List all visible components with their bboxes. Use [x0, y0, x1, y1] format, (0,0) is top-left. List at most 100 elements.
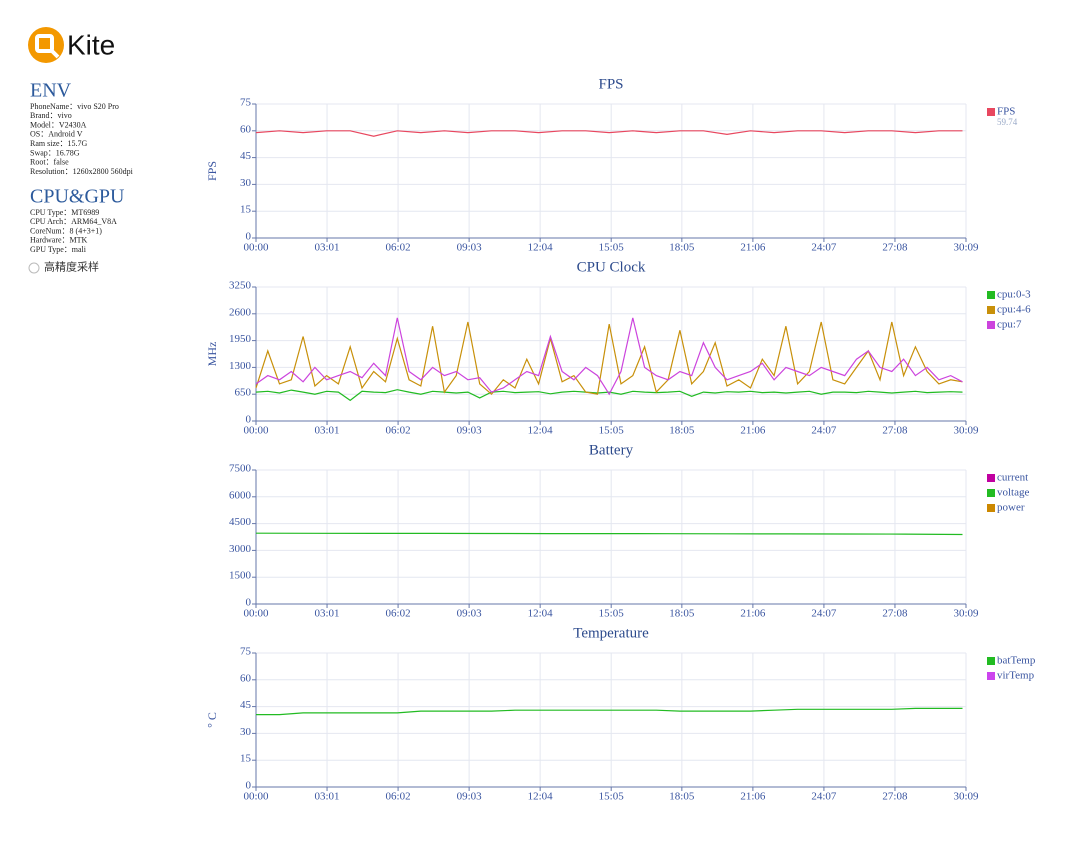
logo-icon — [28, 27, 64, 63]
legend-label: current — [997, 472, 1028, 484]
env-line: PhoneName：vivo S20 Pro — [30, 102, 119, 111]
x-tick-label: 00:00 — [243, 242, 269, 254]
y-tick-label: 7500 — [229, 463, 252, 475]
env-line: Model：V2430A — [30, 120, 87, 129]
series-line — [255, 130, 963, 137]
x-tick-label: 30:09 — [953, 425, 979, 437]
y-tick-label: 0 — [246, 597, 252, 609]
env-line: OS：Android V — [30, 130, 83, 139]
cpu-gpu-heading: CPU&GPU — [30, 186, 125, 208]
x-tick-label: 15:05 — [599, 791, 625, 803]
env-line: Ram size：15.7G — [30, 139, 88, 148]
y-axis-label: ° C — [205, 712, 219, 728]
x-tick-label: 18:05 — [669, 608, 695, 620]
y-tick-label: 30 — [240, 177, 252, 189]
x-tick-label: 12:04 — [528, 242, 554, 254]
y-tick-label: 6000 — [229, 489, 252, 501]
x-tick-label: 15:05 — [599, 242, 625, 254]
y-axis-label: MHz — [205, 342, 219, 367]
y-tick-label: 15 — [240, 204, 252, 216]
x-tick-label: 03:01 — [315, 425, 340, 437]
x-tick-label: 30:09 — [953, 608, 979, 620]
legend-swatch — [987, 489, 995, 497]
x-tick-label: 30:09 — [953, 791, 979, 803]
x-tick-label: 00:00 — [243, 608, 269, 620]
y-tick-label: 2600 — [229, 306, 252, 318]
chart-title: CPU Clock — [577, 259, 646, 275]
x-tick-label: 21:06 — [740, 425, 766, 437]
x-tick-label: 03:01 — [315, 791, 340, 803]
legend-label: cpu:7 — [997, 319, 1022, 331]
x-tick-label: 24:07 — [811, 242, 837, 254]
y-tick-label: 45 — [240, 150, 252, 162]
series-line — [255, 321, 963, 396]
env-line: Brand：vivo — [30, 111, 72, 120]
x-tick-label: 09:03 — [457, 791, 483, 803]
y-tick-label: 3250 — [229, 280, 252, 292]
x-tick-label: 06:02 — [386, 608, 411, 620]
cpu-gpu-line: CoreNum：8 (4+3+1) — [30, 226, 102, 235]
y-tick-label: 60 — [240, 123, 252, 135]
y-tick-label: 0 — [246, 231, 252, 243]
x-tick-label: 12:04 — [528, 608, 554, 620]
checkbox[interactable] — [28, 262, 40, 274]
x-tick-label: 27:08 — [882, 791, 908, 803]
y-tick-label: 0 — [246, 414, 252, 426]
x-tick-label: 00:00 — [243, 791, 269, 803]
x-tick-label: 18:05 — [669, 425, 695, 437]
legend-swatch — [987, 306, 995, 314]
x-tick-label: 18:05 — [669, 791, 695, 803]
x-tick-label: 21:06 — [740, 608, 766, 620]
checkbox-label[interactable]: 高精度采样 — [44, 260, 99, 274]
x-tick-label: 12:04 — [528, 425, 554, 437]
env-line: Resolution：1260x2800 560dpi — [30, 167, 134, 176]
x-tick-label: 09:03 — [457, 608, 483, 620]
legend-swatch — [987, 108, 995, 116]
x-tick-label: 24:07 — [811, 791, 837, 803]
x-tick-label: 09:03 — [457, 425, 483, 437]
x-tick-label: 06:02 — [386, 425, 411, 437]
cpu-gpu-line: Hardware：MTK — [30, 236, 88, 245]
legend-label: batTemp — [997, 655, 1036, 667]
x-tick-label: 24:07 — [811, 425, 837, 437]
x-tick-label: 27:08 — [882, 425, 908, 437]
y-tick-label: 650 — [235, 387, 252, 399]
cpu-gpu-line: CPU Arch：ARM64_V8A — [30, 217, 117, 226]
x-tick-label: 06:02 — [386, 242, 411, 254]
y-axis-label: FPS — [205, 161, 219, 181]
legend-swatch — [987, 657, 995, 665]
series-line — [255, 317, 963, 396]
y-tick-label: 60 — [240, 672, 252, 684]
legend-average: 59.74 — [997, 117, 1018, 127]
cpu-gpu-line: GPU Type：mali — [30, 245, 87, 254]
logo-glyph — [48, 47, 60, 59]
x-tick-label: 24:07 — [811, 608, 837, 620]
env-heading: ENV — [30, 80, 72, 102]
x-tick-label: 21:06 — [740, 791, 766, 803]
x-tick-label: 18:05 — [669, 242, 695, 254]
cpu-gpu-line: CPU Type：MT6989 — [30, 208, 99, 217]
x-tick-label: 27:08 — [882, 608, 908, 620]
x-tick-label: 09:03 — [457, 242, 483, 254]
legend-label: cpu:0-3 — [997, 289, 1031, 301]
legend-label: cpu:4-6 — [997, 304, 1031, 316]
logo: Kite — [28, 27, 115, 63]
y-tick-label: 75 — [240, 646, 252, 658]
x-tick-label: 12:04 — [528, 791, 554, 803]
x-tick-label: 27:08 — [882, 242, 908, 254]
legend-label: voltage — [997, 487, 1029, 499]
y-tick-label: 15 — [240, 753, 252, 765]
x-tick-label: 30:09 — [953, 242, 979, 254]
legend-swatch — [987, 291, 995, 299]
series-line — [256, 707, 963, 716]
legend-swatch — [987, 321, 995, 329]
legend-swatch — [987, 474, 995, 482]
legend-swatch — [987, 504, 995, 512]
legend-label: power — [997, 502, 1025, 514]
y-tick-label: 0 — [246, 780, 252, 792]
legend-swatch — [987, 672, 995, 680]
y-tick-label: 4500 — [229, 516, 252, 528]
y-tick-label: 75 — [240, 97, 252, 109]
